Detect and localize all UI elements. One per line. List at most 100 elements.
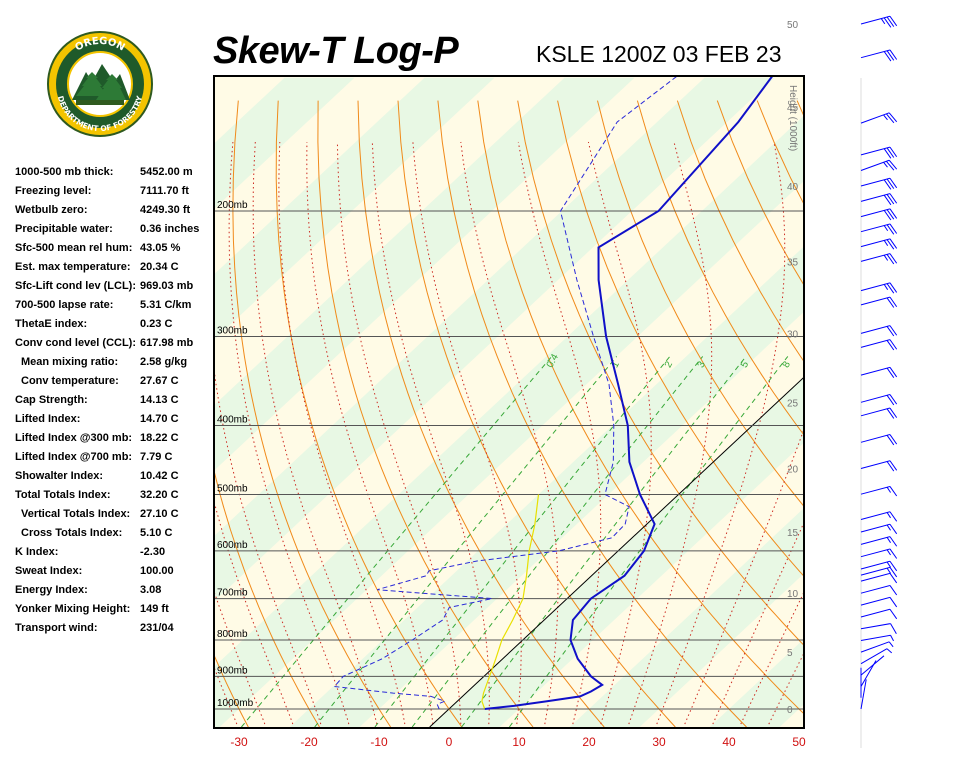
wind-barb-flag	[889, 608, 898, 620]
wind-barb	[860, 623, 897, 634]
mixing-ratio-line	[461, 356, 747, 728]
wind-barb	[860, 511, 898, 522]
mixing-ratio-line	[241, 356, 553, 728]
index-row: Lifted Index: 14.70 C	[15, 413, 220, 432]
wind-barb-flag	[886, 254, 895, 265]
wind-barb-flag	[883, 179, 892, 190]
wind-barb-flag	[889, 15, 898, 27]
wind-barb	[860, 193, 898, 206]
index-row: Precipitable water: 0.36 inches	[15, 223, 220, 242]
wind-barb-flag	[889, 486, 898, 497]
index-label: 700-500 lapse rate:	[15, 299, 114, 311]
mixing-ratio-line	[374, 356, 671, 728]
wind-barb	[860, 434, 898, 446]
moist-adiabat-line	[252, 141, 378, 725]
index-row: 700-500 lapse rate: 5.31 C/km	[15, 299, 220, 318]
wind-barb-flag	[886, 297, 895, 308]
index-label: Precipitable water:	[15, 223, 113, 235]
wind-barb	[860, 608, 898, 620]
mixing-ratio-label: 8	[781, 359, 794, 369]
wind-barb-half-flag	[886, 524, 891, 531]
index-value: 149 ft	[140, 603, 169, 615]
wind-barb-staff	[860, 648, 888, 665]
wind-barb-staff	[860, 623, 891, 630]
wind-barb-staff	[860, 112, 890, 124]
index-row: Cross Totals Index: 5.10 C	[15, 527, 220, 546]
wind-barb	[860, 679, 867, 710]
wind-barb	[860, 112, 898, 124]
temperature-axis: -30 -20 -10 0 10 20 30 40 50	[230, 735, 806, 749]
index-row: Sfc-500 mean rel hum: 43.05 %	[15, 242, 220, 261]
moist-adiabat-line	[121, 142, 208, 724]
index-label: Transport wind:	[15, 622, 98, 634]
wind-barb	[860, 177, 898, 190]
wind-barb	[860, 584, 898, 596]
wind-barb	[860, 560, 898, 572]
isotherm-band	[214, 77, 635, 471]
temperature-tick-label: -30	[230, 735, 248, 749]
index-row: Conv cond level (CCL): 617.98 mb	[15, 337, 220, 356]
index-value: 27.67 C	[140, 375, 179, 387]
isobar-label: 700mb	[217, 588, 248, 599]
wind-barb-staff	[860, 223, 891, 233]
index-value: 7.79 C	[140, 451, 173, 463]
wind-barb-flag	[888, 112, 898, 123]
isobar-label: 800mb	[217, 629, 248, 640]
wind-barb	[860, 253, 898, 265]
moist-adiabat-line	[412, 141, 522, 725]
wind-barb-staff	[860, 159, 890, 171]
dry-adiabat-line	[796, 100, 804, 118]
wind-barb-staff	[860, 407, 891, 417]
index-row: Sweat Index: 100.00	[15, 565, 220, 584]
index-row: Vertical Totals Index: 27.10 C	[15, 508, 220, 527]
moist-adiabat-line	[460, 141, 559, 725]
mixing-ratio-label: 3	[696, 359, 709, 369]
index-label: ThetaE index:	[15, 318, 88, 330]
wind-barb	[860, 485, 898, 497]
temperature-tick-label: 20	[582, 735, 596, 749]
wind-barb-staff	[860, 584, 891, 594]
wind-barb-flag	[889, 223, 898, 234]
wind-barb-flag	[889, 460, 898, 471]
wind-barb-flag	[889, 394, 898, 405]
index-row: Energy Index: 3.08	[15, 584, 220, 603]
index-value: 4249.30 ft	[140, 204, 191, 216]
wind-barb-flag	[886, 435, 895, 446]
wind-barb-flag	[886, 239, 895, 250]
wind-barb-staff	[860, 15, 891, 25]
isotherm-band	[709, 638, 804, 727]
wind-barb	[860, 296, 898, 308]
index-label: Sfc-Lift cond lev (LCL):	[15, 280, 136, 292]
wind-barb	[860, 325, 898, 337]
index-row: Cap Strength: 14.13 C	[15, 394, 220, 413]
wind-barb-flag	[889, 208, 898, 219]
index-label: Lifted Index @300 mb:	[15, 432, 133, 444]
wind-barb-staff	[860, 566, 891, 576]
index-value: 100.00	[140, 565, 174, 577]
moist-adiabat-line	[214, 665, 238, 725]
index-row: Mean mixing ratio: 2.58 g/kg	[15, 356, 220, 375]
wind-barb-staff	[860, 641, 890, 653]
temperature-tick-label: 50	[792, 735, 806, 749]
index-label: Mean mixing ratio:	[21, 356, 119, 368]
index-label: Lifted Index:	[15, 413, 81, 425]
index-label: Sweat Index:	[15, 565, 83, 577]
wind-barb-flag	[889, 238, 898, 249]
wind-barb-flag	[889, 536, 898, 547]
wind-barb-flag	[886, 408, 895, 419]
wind-barb	[860, 460, 898, 472]
index-value: 0.36 inches	[140, 223, 200, 235]
wind-barb	[860, 339, 898, 351]
wind-barb-half-flag	[883, 225, 889, 232]
wind-barb-staff	[860, 49, 891, 59]
index-label: Conv temperature:	[21, 375, 119, 387]
temperature-tick-label: 40	[722, 735, 736, 749]
wind-barb-staff	[860, 296, 891, 306]
height-tick-label: 15	[787, 528, 799, 539]
index-label: Est. max temperature:	[15, 261, 131, 273]
dry-adiabat-line	[837, 101, 960, 727]
wind-barb-flag	[886, 326, 895, 337]
wind-barb-staff	[860, 572, 891, 582]
wind-barb-staff	[860, 536, 891, 545]
index-value: 2.58 g/kg	[140, 356, 188, 368]
